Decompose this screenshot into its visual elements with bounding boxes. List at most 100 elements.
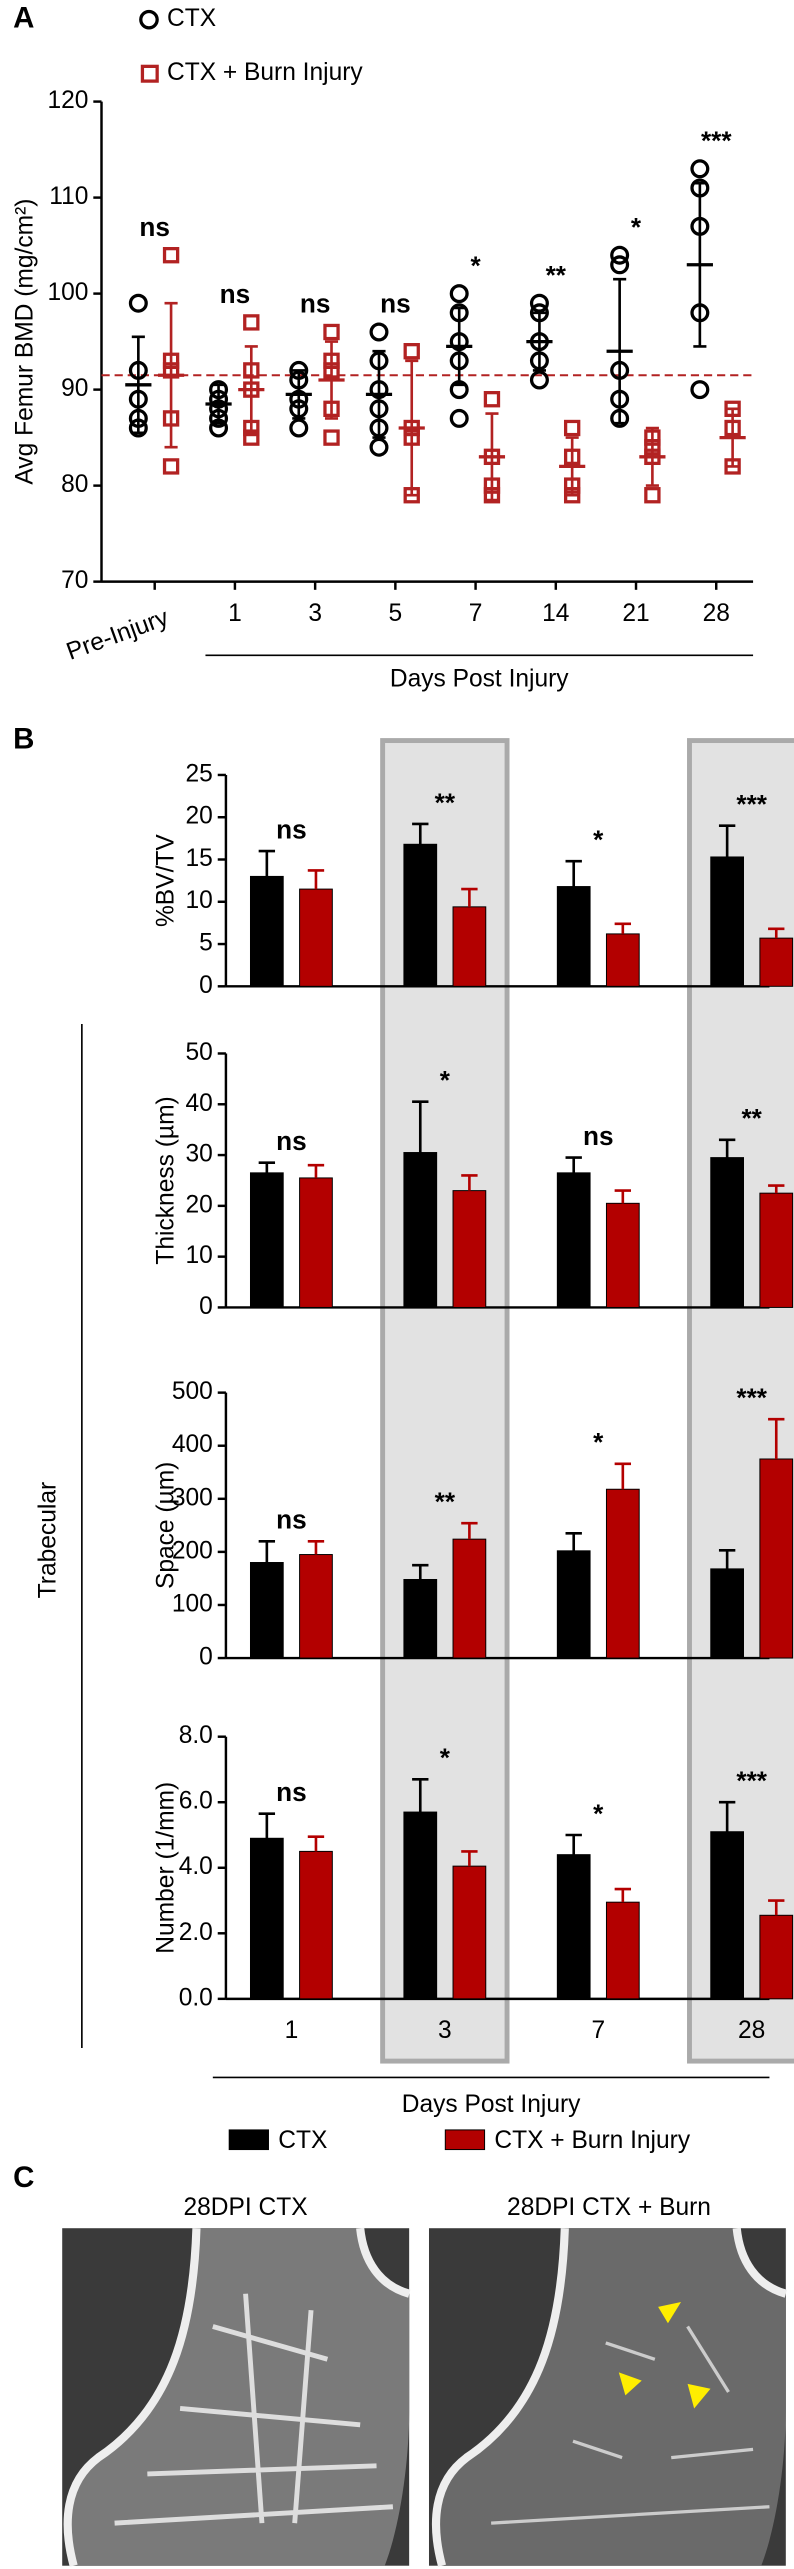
x-tick-label: 28	[738, 2017, 765, 2044]
significance-label: **	[435, 1486, 456, 1516]
y-tick-label: 5	[199, 930, 213, 957]
error-bar	[412, 1100, 429, 1153]
data-point	[289, 418, 309, 438]
bar	[605, 933, 640, 987]
y-tick-label: 400	[172, 1431, 213, 1458]
error-bar	[565, 859, 582, 887]
error-bar	[532, 311, 546, 372]
significance-label: ns	[276, 814, 307, 844]
y-axis-label: Space (µm)	[152, 1462, 179, 1589]
y-tick-label: 6.0	[179, 1788, 213, 1815]
error-bar	[718, 1548, 736, 1569]
arrowhead	[687, 2383, 711, 2409]
legend-label: CTX	[278, 2127, 327, 2154]
data-point	[128, 293, 148, 313]
x-tick-label: 7	[469, 600, 483, 627]
panel-label: C	[13, 2161, 34, 2194]
y-tick-label: 110	[49, 183, 88, 210]
cortex-burn-right	[732, 2227, 788, 2298]
significance-label: *	[593, 1427, 604, 1457]
bar	[759, 1914, 794, 2000]
error-bar	[324, 340, 339, 420]
significance-label: ns	[139, 212, 170, 242]
legend-label: CTX + Burn Injury	[494, 2127, 690, 2154]
data-point	[529, 293, 549, 313]
cortex-ctx-right	[356, 2227, 411, 2298]
y-axis-label: Avg Femur BMD (mg/cm²)	[12, 199, 39, 485]
trabeculae-ctx	[114, 2293, 394, 2526]
y-tick-label: 25	[186, 760, 213, 787]
error-bar	[307, 1163, 325, 1178]
y-tick-label: 0.0	[179, 1984, 213, 2011]
legend-swatch	[228, 2129, 269, 2151]
error-bar	[307, 1539, 325, 1555]
error-bar	[768, 1184, 785, 1194]
significance-label: ns	[220, 279, 251, 309]
significance-label: *	[593, 824, 604, 854]
y-axis-label: Thickness (µm)	[152, 1096, 179, 1264]
error-bar	[565, 1833, 582, 1855]
error-bar	[565, 1156, 582, 1173]
bar	[710, 1831, 745, 2000]
error-bar	[768, 1417, 785, 1459]
cortex-burn	[431, 2228, 569, 2567]
bar	[759, 1458, 794, 1659]
x-tick-label: 7	[591, 2017, 605, 2044]
data-point	[162, 247, 180, 264]
significance-label: *	[440, 1743, 451, 1773]
bar	[556, 1172, 591, 1308]
bar	[556, 1550, 591, 1659]
y-tick-label: 10	[186, 887, 213, 914]
significance-label: ns	[276, 1777, 307, 1807]
bar	[249, 1562, 284, 1659]
y-tick-label: 100	[47, 279, 88, 306]
significance-label: ns	[276, 1126, 307, 1156]
error-bar	[461, 1850, 478, 1867]
data-point	[563, 419, 581, 437]
y-tick-label: 90	[61, 375, 88, 402]
legend-label: CTX	[167, 5, 216, 32]
error-bar	[258, 849, 276, 877]
data-point	[610, 255, 630, 275]
data-point	[323, 323, 340, 341]
panel-label: A	[13, 1, 34, 34]
error-bar	[212, 383, 226, 425]
panel-label: B	[13, 722, 34, 755]
significance-label: ns	[300, 289, 331, 319]
bar	[710, 1568, 745, 1659]
significance-label: ***	[736, 789, 767, 819]
legend-label: CTX + Burn Injury	[167, 59, 363, 86]
y-tick-label: 0	[199, 1293, 213, 1320]
data-point	[690, 380, 710, 400]
bar	[605, 1488, 640, 1659]
significance-label: ns	[583, 1121, 614, 1151]
bar	[452, 1538, 487, 1659]
y-tick-label: 0	[199, 1644, 213, 1671]
error-bar	[244, 345, 258, 435]
data-point	[403, 343, 420, 360]
y-axis-label: %BV/TV	[152, 834, 179, 927]
y-tick-label: 0	[199, 972, 213, 999]
x-tick-label: Pre-Injury	[63, 604, 173, 666]
bar	[249, 875, 284, 987]
error-bar	[292, 369, 306, 420]
y-tick-label: 8.0	[179, 1722, 213, 1749]
y-tick-label: 120	[47, 87, 88, 114]
error-bar	[565, 1531, 582, 1551]
bar	[249, 1172, 284, 1308]
y-tick-label: 200	[172, 1537, 213, 1564]
y-tick-label: 4.0	[179, 1853, 213, 1880]
error-bar	[614, 922, 632, 934]
significance-label: **	[435, 787, 456, 817]
micro-ct-images	[62, 2227, 788, 2567]
cortex-ctx	[63, 2228, 201, 2567]
bar	[710, 856, 745, 987]
arrowhead	[618, 2372, 642, 2396]
y-tick-label: 30	[186, 1141, 213, 1168]
error-bar	[614, 1189, 632, 1204]
error-bar	[461, 887, 478, 907]
y-tick-label: 300	[172, 1484, 213, 1511]
bar	[710, 1157, 745, 1308]
arrowhead	[658, 2301, 682, 2324]
